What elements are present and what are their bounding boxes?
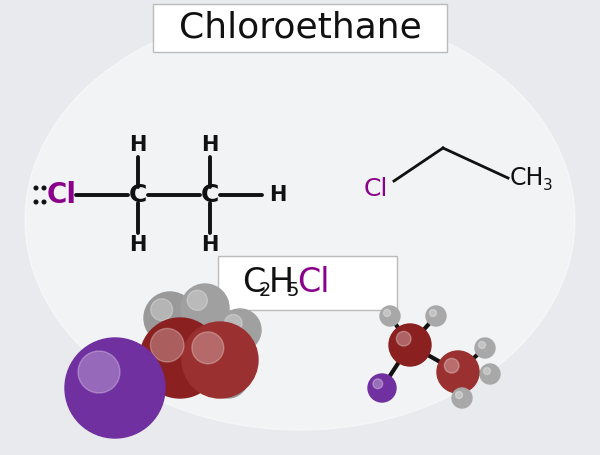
Circle shape (426, 306, 446, 326)
Text: H: H (202, 235, 218, 255)
Text: H: H (269, 266, 294, 298)
Text: Cl: Cl (364, 177, 388, 201)
Circle shape (368, 374, 396, 402)
Circle shape (34, 200, 38, 204)
Circle shape (96, 348, 140, 392)
FancyBboxPatch shape (218, 256, 397, 310)
Text: 5: 5 (287, 280, 299, 299)
Ellipse shape (25, 10, 575, 430)
Text: H: H (202, 135, 218, 155)
Circle shape (213, 363, 230, 380)
Circle shape (219, 309, 261, 351)
Circle shape (151, 299, 173, 321)
Circle shape (383, 309, 391, 317)
Circle shape (389, 324, 431, 366)
Circle shape (192, 332, 224, 364)
FancyBboxPatch shape (153, 4, 447, 52)
Text: CH: CH (510, 166, 544, 190)
Text: 2: 2 (259, 280, 271, 299)
Text: H: H (269, 185, 287, 205)
Circle shape (181, 284, 229, 332)
Text: Cl: Cl (47, 181, 77, 209)
Text: C: C (242, 266, 265, 298)
Text: 3: 3 (543, 177, 553, 192)
Text: Cl: Cl (297, 266, 329, 298)
Circle shape (140, 318, 220, 398)
Circle shape (208, 358, 248, 398)
Circle shape (42, 186, 46, 190)
Circle shape (102, 354, 120, 372)
Text: H: H (130, 235, 146, 255)
Circle shape (144, 292, 196, 344)
Text: C: C (129, 183, 147, 207)
Circle shape (445, 359, 459, 373)
Text: H: H (130, 135, 146, 155)
Circle shape (452, 388, 472, 408)
Circle shape (187, 290, 208, 310)
Circle shape (484, 368, 491, 374)
Circle shape (437, 351, 479, 393)
Circle shape (380, 306, 400, 326)
Text: Chloroethane: Chloroethane (179, 11, 421, 45)
Circle shape (479, 342, 485, 349)
Circle shape (455, 391, 463, 399)
Circle shape (430, 309, 437, 317)
Circle shape (397, 331, 411, 346)
Circle shape (78, 351, 120, 393)
Circle shape (42, 200, 46, 204)
Circle shape (373, 379, 383, 389)
Circle shape (151, 329, 184, 362)
Circle shape (475, 338, 495, 358)
Circle shape (65, 338, 165, 438)
Circle shape (480, 364, 500, 384)
Text: C: C (201, 183, 219, 207)
Circle shape (34, 186, 38, 190)
Circle shape (224, 314, 242, 332)
Circle shape (182, 322, 258, 398)
